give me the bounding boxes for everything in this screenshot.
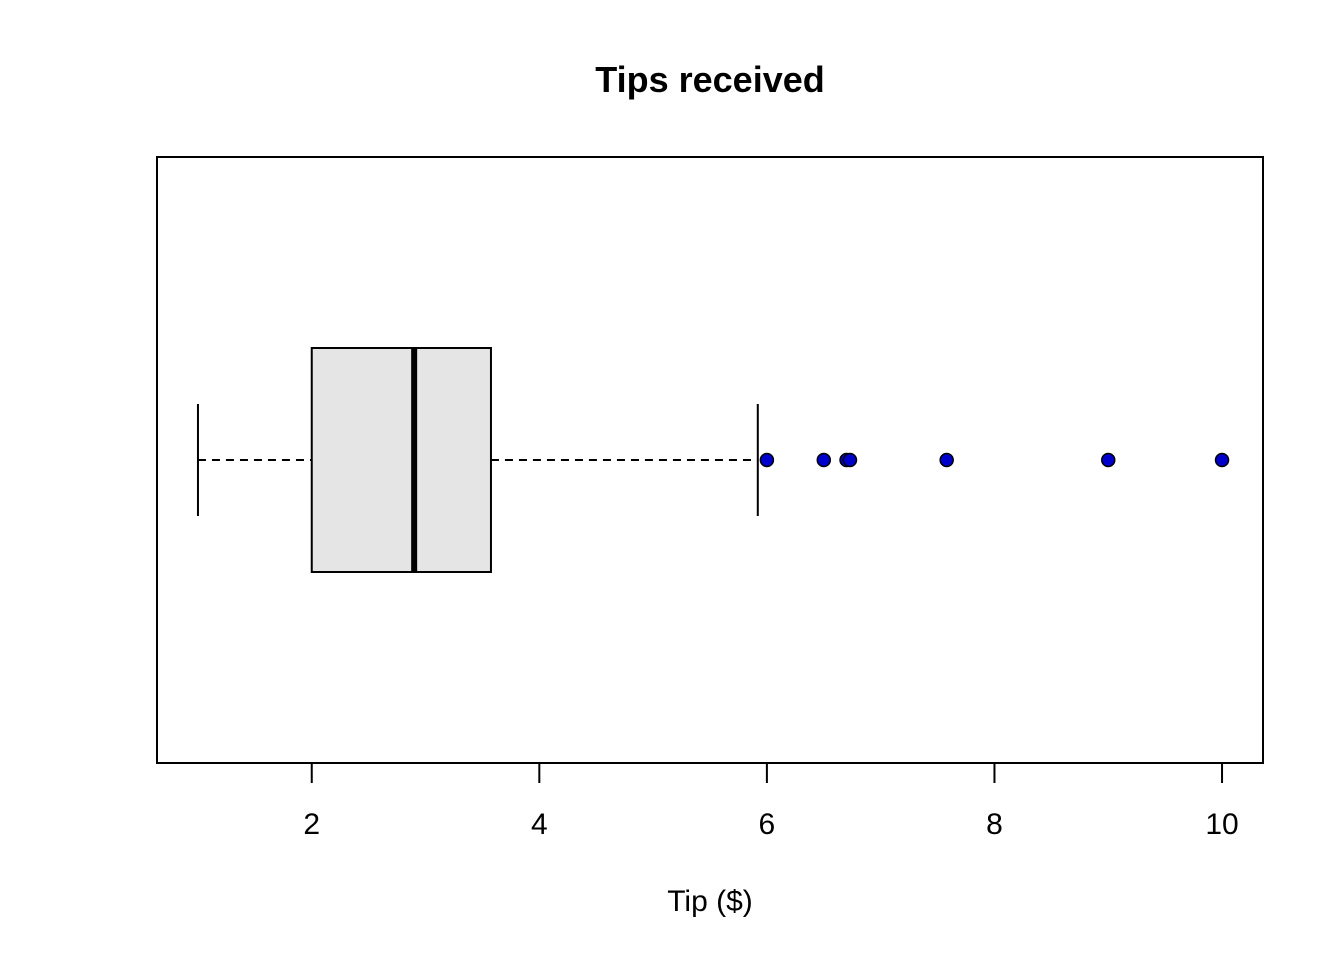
- outlier-point: [816, 452, 832, 468]
- x-tick-label: 6: [759, 808, 776, 841]
- outlier-point: [1214, 452, 1230, 468]
- x-tick-label: 8: [986, 808, 1003, 841]
- outlier-point: [1101, 452, 1116, 468]
- outlier-points: [759, 452, 1230, 468]
- outlier-point: [759, 452, 775, 468]
- x-tick-label: 2: [303, 808, 320, 841]
- chart-title: Tips received: [595, 59, 824, 100]
- x-axis: 2 4 6 8 10: [303, 762, 1239, 841]
- outlier-point: [939, 452, 954, 468]
- box-group: [196, 347, 759, 573]
- iqr-box: [310, 347, 492, 573]
- x-tick-label: 10: [1205, 808, 1238, 841]
- x-tick-label: 4: [531, 808, 548, 841]
- x-axis-label: Tip ($): [667, 885, 753, 918]
- outlier-point: [842, 452, 858, 468]
